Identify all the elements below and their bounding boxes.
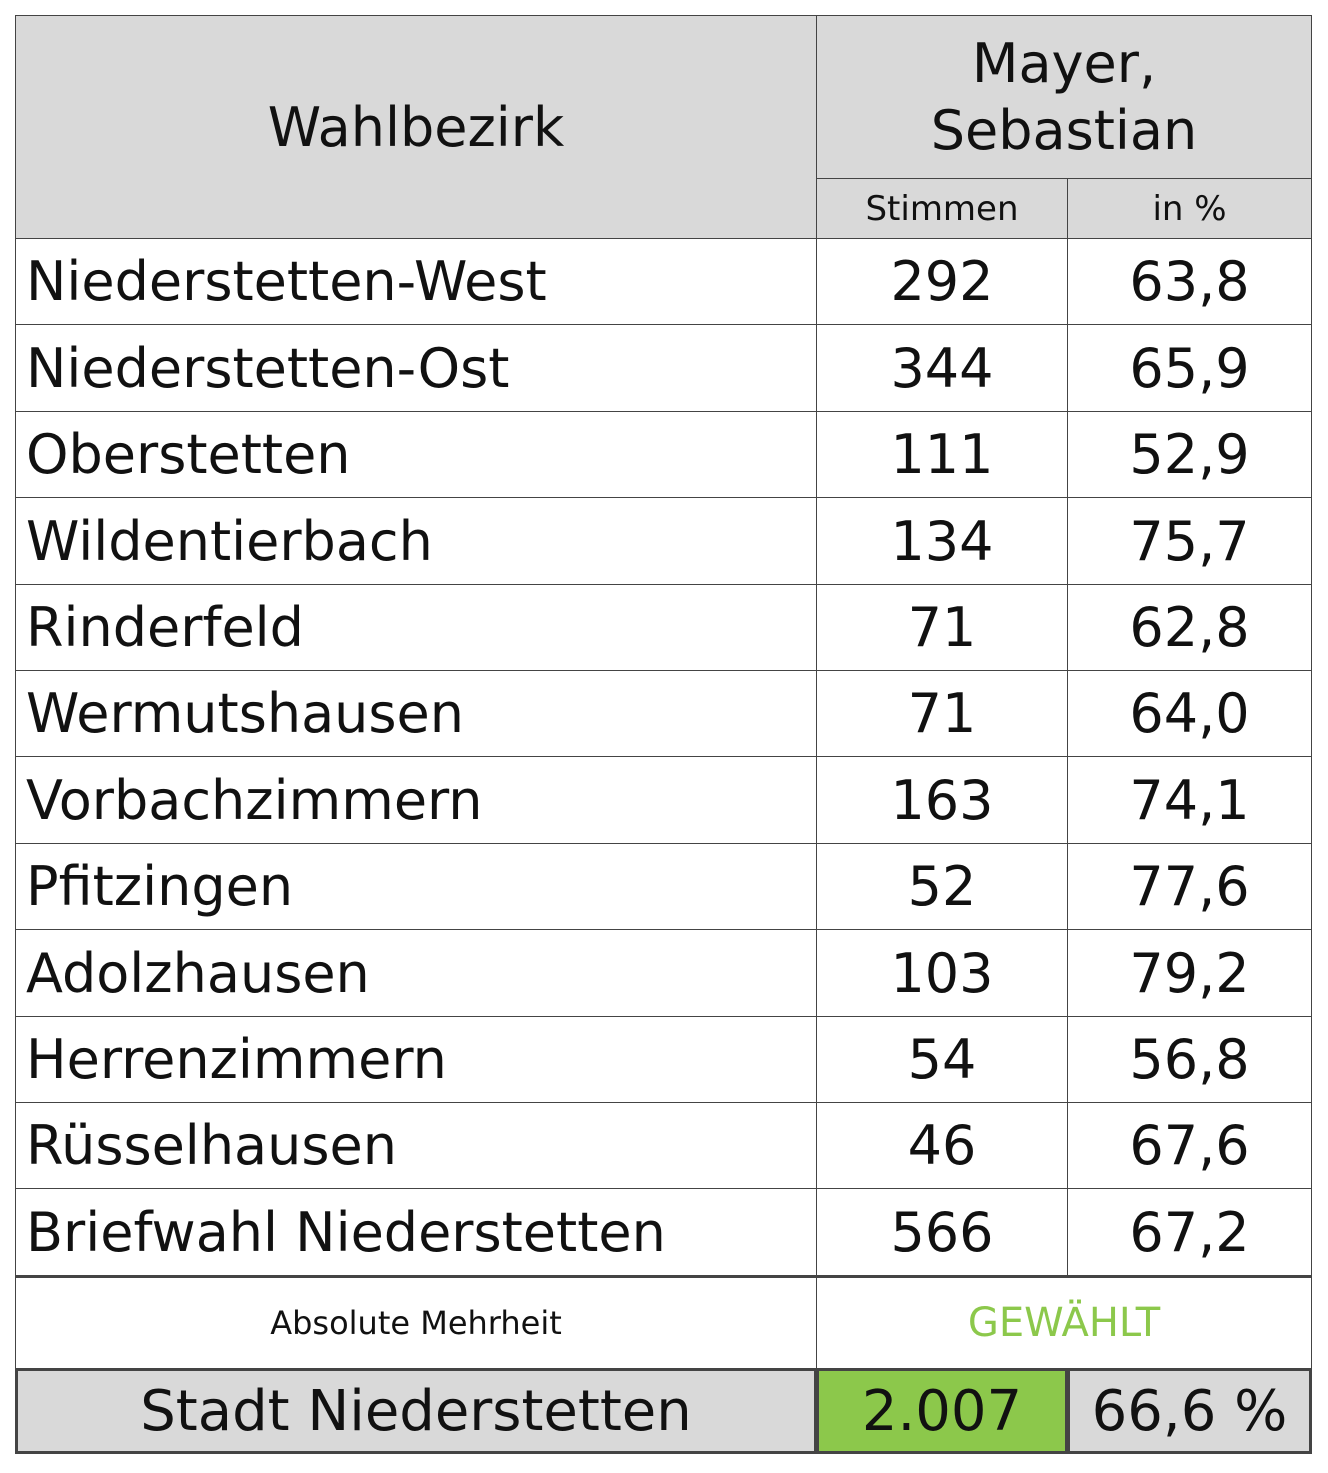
votes-value: 134: [816, 497, 1068, 585]
votes-value: 163: [816, 756, 1068, 844]
district-name: Adolzhausen: [15, 929, 817, 1017]
header-percent: in %: [1067, 178, 1312, 239]
percent-value: 65,9: [1067, 324, 1312, 412]
percent-value: 67,2: [1067, 1188, 1312, 1276]
percent-value: 64,0: [1067, 670, 1312, 757]
total-label: Stadt Niederstetten: [15, 1368, 817, 1454]
percent-value: 77,6: [1067, 843, 1312, 930]
percent-value: 79,2: [1067, 929, 1312, 1017]
district-name: Briefwahl Niederstetten: [15, 1188, 817, 1276]
header-district: Wahlbezirk: [15, 15, 817, 239]
header-votes: Stimmen: [816, 178, 1068, 239]
votes-value: 71: [816, 670, 1068, 757]
district-name: Wildentierbach: [15, 497, 817, 585]
candidate-name-line: Sebastian: [930, 99, 1198, 162]
candidate-name-line: Mayer,: [971, 31, 1157, 95]
majority-label: Absolute Mehrheit: [15, 1275, 817, 1369]
header-candidate: Mayer, Sebastian: [816, 15, 1312, 179]
percent-value: 74,1: [1067, 756, 1312, 844]
status: GEWÄHLT: [816, 1275, 1312, 1369]
votes-value: 54: [816, 1016, 1068, 1103]
district-name: Niederstetten-West: [15, 238, 817, 325]
total-percent: 66,6 %: [1067, 1368, 1312, 1454]
district-name: Oberstetten: [15, 411, 817, 498]
district-name: Wermutshausen: [15, 670, 817, 757]
percent-value: 62,8: [1067, 584, 1312, 671]
percent-value: 52,9: [1067, 411, 1312, 498]
district-name: Niederstetten-Ost: [15, 324, 817, 412]
votes-value: 292: [816, 238, 1068, 325]
district-name: Vorbachzimmern: [15, 756, 817, 844]
votes-value: 71: [816, 584, 1068, 671]
percent-value: 67,6: [1067, 1102, 1312, 1189]
district-name: Rüsselhausen: [15, 1102, 817, 1189]
votes-value: 46: [816, 1102, 1068, 1189]
percent-value: 75,7: [1067, 497, 1312, 585]
votes-value: 52: [816, 843, 1068, 930]
votes-value: 103: [816, 929, 1068, 1017]
percent-value: 56,8: [1067, 1016, 1312, 1103]
district-name: Pfitzingen: [15, 843, 817, 930]
total-votes: 2.007: [816, 1368, 1068, 1454]
percent-value: 63,8: [1067, 238, 1312, 325]
votes-value: 111: [816, 411, 1068, 498]
votes-value: 566: [816, 1188, 1068, 1276]
votes-value: 344: [816, 324, 1068, 412]
district-name: Herrenzimmern: [15, 1016, 817, 1103]
district-name: Rinderfeld: [15, 584, 817, 671]
